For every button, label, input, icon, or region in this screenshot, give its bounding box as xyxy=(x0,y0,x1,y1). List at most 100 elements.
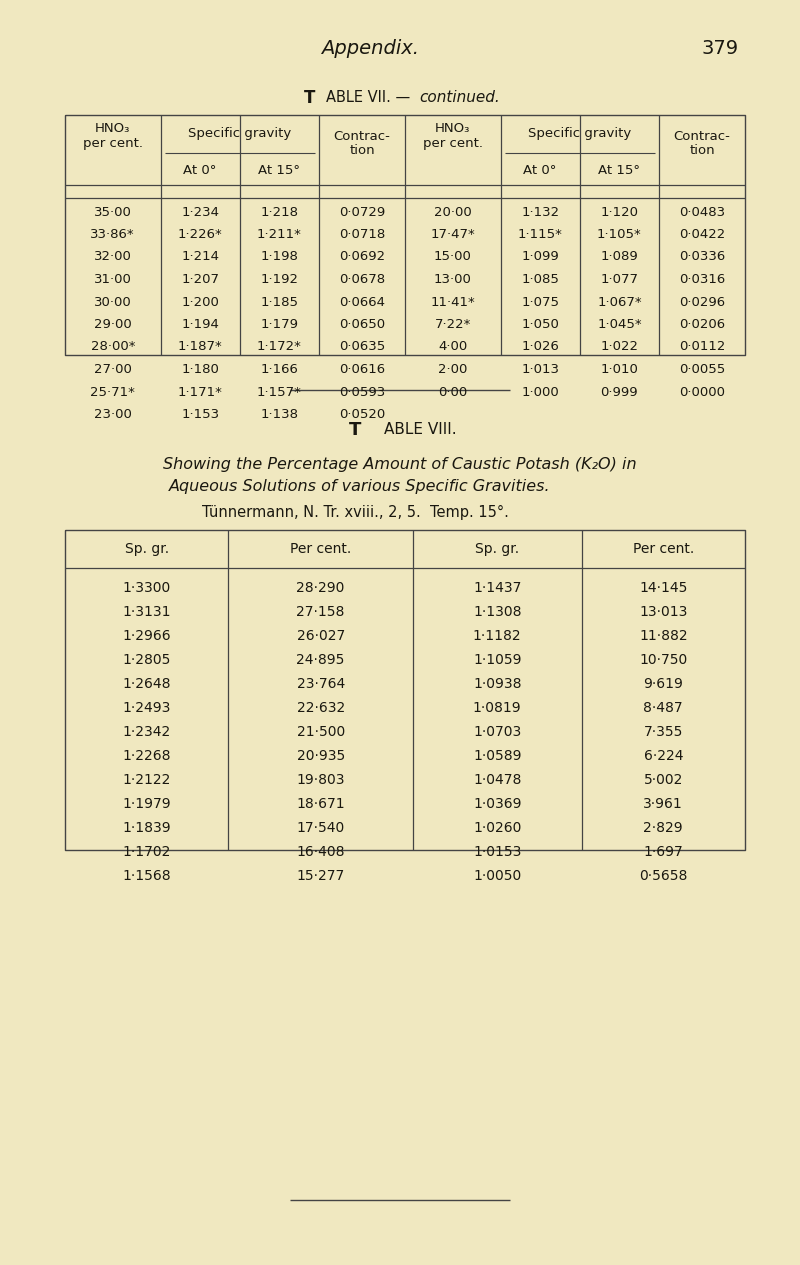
Text: 1·1059: 1·1059 xyxy=(473,653,522,667)
Text: At 0°: At 0° xyxy=(183,164,217,177)
Text: 1·1568: 1·1568 xyxy=(122,869,171,883)
Text: 14·145: 14·145 xyxy=(639,581,687,595)
Text: per cent.: per cent. xyxy=(422,137,482,149)
Text: At 0°: At 0° xyxy=(523,164,557,177)
Text: 1·050: 1·050 xyxy=(522,318,559,331)
Text: HNO₃: HNO₃ xyxy=(95,121,130,134)
Text: 13·00: 13·00 xyxy=(434,273,472,286)
Text: Specific gravity: Specific gravity xyxy=(188,126,291,139)
Text: 1·0938: 1·0938 xyxy=(473,677,522,691)
Text: Appendix.: Appendix. xyxy=(321,38,419,57)
Text: 1·234: 1·234 xyxy=(181,205,219,219)
Text: 0·999: 0·999 xyxy=(601,386,638,398)
Text: 1·000: 1·000 xyxy=(522,386,559,398)
Text: 0·0206: 0·0206 xyxy=(679,318,725,331)
Text: 1·697: 1·697 xyxy=(643,845,683,859)
Text: 2·00: 2·00 xyxy=(438,363,467,376)
Text: 1·187*: 1·187* xyxy=(178,340,222,353)
Text: 1·0050: 1·0050 xyxy=(473,869,522,883)
Text: 1·166: 1·166 xyxy=(261,363,298,376)
Text: 0·5658: 0·5658 xyxy=(639,869,687,883)
Text: 29·00: 29·00 xyxy=(94,318,132,331)
Text: 0·0692: 0·0692 xyxy=(339,250,385,263)
Text: 4·00: 4·00 xyxy=(438,340,467,353)
Text: 1·179: 1·179 xyxy=(261,318,298,331)
Text: At 15°: At 15° xyxy=(258,164,301,177)
Text: 0·0336: 0·0336 xyxy=(679,250,725,263)
Text: 23·00: 23·00 xyxy=(94,409,132,421)
Text: 20·935: 20·935 xyxy=(297,749,345,763)
Text: 24·895: 24·895 xyxy=(297,653,345,667)
Text: At 15°: At 15° xyxy=(598,164,641,177)
Text: 0·0635: 0·0635 xyxy=(339,340,385,353)
Text: 1·2122: 1·2122 xyxy=(122,773,171,787)
Text: 1·2966: 1·2966 xyxy=(122,629,171,643)
Text: 28·00*: 28·00* xyxy=(90,340,135,353)
Text: 1·115*: 1·115* xyxy=(518,228,562,242)
Text: 0·0000: 0·0000 xyxy=(679,386,725,398)
Text: 1·2342: 1·2342 xyxy=(122,725,171,739)
Text: 1·0589: 1·0589 xyxy=(473,749,522,763)
Text: continued.: continued. xyxy=(420,91,500,105)
Text: 30·00: 30·00 xyxy=(94,296,132,309)
Text: 1·200: 1·200 xyxy=(182,296,219,309)
Text: 1·010: 1·010 xyxy=(601,363,638,376)
Text: 20·00: 20·00 xyxy=(434,205,472,219)
Text: 1·3300: 1·3300 xyxy=(122,581,171,595)
Text: 0·0650: 0·0650 xyxy=(339,318,385,331)
Text: 11·41*: 11·41* xyxy=(430,296,475,309)
Text: tion: tion xyxy=(350,144,375,158)
Text: 1·013: 1·013 xyxy=(521,363,559,376)
Text: 379: 379 xyxy=(702,38,738,57)
Text: 1·0260: 1·0260 xyxy=(473,821,522,835)
Text: 0·0316: 0·0316 xyxy=(679,273,725,286)
Text: 2·829: 2·829 xyxy=(643,821,683,835)
Text: 1·026: 1·026 xyxy=(522,340,559,353)
Text: 19·803: 19·803 xyxy=(297,773,345,787)
Text: 1·1702: 1·1702 xyxy=(122,845,171,859)
Text: 25·71*: 25·71* xyxy=(90,386,135,398)
Text: 1·211*: 1·211* xyxy=(257,228,302,242)
Text: 16·408: 16·408 xyxy=(297,845,345,859)
Text: 1·089: 1·089 xyxy=(601,250,638,263)
Text: 3·961: 3·961 xyxy=(643,797,683,811)
Text: Per cent.: Per cent. xyxy=(633,541,694,557)
Text: T: T xyxy=(304,89,316,108)
Text: 7·22*: 7·22* xyxy=(434,318,471,331)
Text: 0·00: 0·00 xyxy=(438,386,467,398)
Text: HNO₃: HNO₃ xyxy=(435,121,470,134)
Text: 15·277: 15·277 xyxy=(297,869,345,883)
Text: Tünnermann, N. Tr. xviii., 2, 5.  Temp. 15°.: Tünnermann, N. Tr. xviii., 2, 5. Temp. 1… xyxy=(202,505,509,520)
Text: 1·172*: 1·172* xyxy=(257,340,302,353)
Text: 5·002: 5·002 xyxy=(644,773,683,787)
Text: Contrac-: Contrac- xyxy=(334,130,390,143)
Text: 1·105*: 1·105* xyxy=(597,228,642,242)
Text: 1·192: 1·192 xyxy=(261,273,298,286)
Text: 1·075: 1·075 xyxy=(521,296,559,309)
Text: 17·47*: 17·47* xyxy=(430,228,475,242)
Text: 0·0422: 0·0422 xyxy=(679,228,725,242)
Text: 23·764: 23·764 xyxy=(297,677,345,691)
Text: ABLE VIII.: ABLE VIII. xyxy=(384,423,456,438)
Text: 0·0055: 0·0055 xyxy=(679,363,725,376)
Text: Contrac-: Contrac- xyxy=(674,130,730,143)
Text: 1·0478: 1·0478 xyxy=(473,773,522,787)
Text: 1·1839: 1·1839 xyxy=(122,821,171,835)
Text: 9·619: 9·619 xyxy=(643,677,683,691)
Text: 1·2805: 1·2805 xyxy=(122,653,171,667)
Text: 31·00: 31·00 xyxy=(94,273,132,286)
Text: 33·86*: 33·86* xyxy=(90,228,135,242)
Text: 0·0520: 0·0520 xyxy=(339,409,385,421)
Text: 1·138: 1·138 xyxy=(261,409,298,421)
Text: 15·00: 15·00 xyxy=(434,250,472,263)
Text: 1·077: 1·077 xyxy=(601,273,638,286)
Text: 6·224: 6·224 xyxy=(643,749,683,763)
Text: 10·750: 10·750 xyxy=(639,653,687,667)
Text: 0·0678: 0·0678 xyxy=(339,273,385,286)
Text: 18·671: 18·671 xyxy=(296,797,345,811)
Text: 1·194: 1·194 xyxy=(182,318,219,331)
Text: ABLE VII. —: ABLE VII. — xyxy=(326,91,414,105)
Text: 1·0369: 1·0369 xyxy=(473,797,522,811)
Text: 1·0703: 1·0703 xyxy=(473,725,522,739)
Text: Aqueous Solutions of various Specific Gravities.: Aqueous Solutions of various Specific Gr… xyxy=(169,479,551,495)
